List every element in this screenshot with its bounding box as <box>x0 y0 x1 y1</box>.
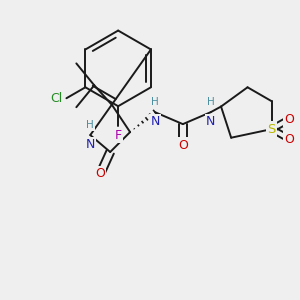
Text: Cl: Cl <box>50 92 62 105</box>
Text: N: N <box>206 115 215 128</box>
Text: N: N <box>85 138 95 151</box>
Text: H: H <box>86 120 94 130</box>
Text: N: N <box>150 115 160 128</box>
Text: F: F <box>115 129 122 142</box>
Text: O: O <box>95 167 105 180</box>
Text: O: O <box>285 133 295 146</box>
Text: S: S <box>268 123 276 136</box>
Text: H: H <box>151 97 159 107</box>
Text: H: H <box>207 97 214 107</box>
Text: O: O <box>178 139 188 152</box>
Text: O: O <box>285 112 295 126</box>
